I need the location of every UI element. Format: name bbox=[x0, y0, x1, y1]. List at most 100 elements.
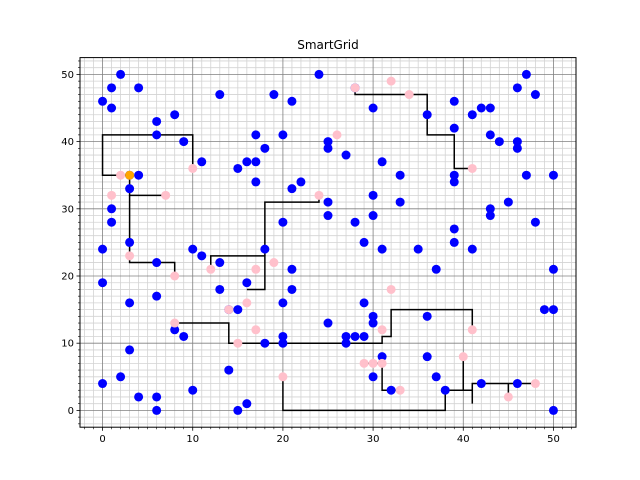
house-point bbox=[341, 331, 351, 341]
house-point bbox=[98, 96, 108, 106]
house-point bbox=[116, 69, 126, 79]
battery-point bbox=[467, 163, 477, 173]
house-point bbox=[125, 345, 135, 355]
battery-layer bbox=[107, 76, 540, 402]
x-tick-label: 10 bbox=[186, 434, 199, 445]
house-point bbox=[512, 143, 522, 153]
house-layer bbox=[98, 69, 558, 415]
x-tick-label: 40 bbox=[457, 434, 470, 445]
house-point bbox=[197, 157, 207, 167]
house-point bbox=[197, 251, 207, 261]
house-point bbox=[242, 399, 252, 409]
house-point bbox=[323, 197, 333, 207]
house-point bbox=[386, 385, 396, 395]
house-point bbox=[287, 96, 297, 106]
house-point bbox=[359, 237, 369, 247]
battery-point bbox=[125, 251, 135, 261]
battery-point bbox=[377, 358, 387, 368]
house-point bbox=[98, 278, 108, 288]
house-point bbox=[242, 278, 252, 288]
house-point bbox=[224, 365, 234, 375]
house-point bbox=[323, 211, 333, 221]
house-point bbox=[152, 291, 162, 301]
house-point bbox=[215, 258, 225, 268]
house-point bbox=[260, 338, 270, 348]
y-tick-label: 10 bbox=[61, 339, 74, 350]
house-point bbox=[170, 110, 180, 120]
y-tick-label: 0 bbox=[68, 406, 74, 417]
house-point bbox=[152, 116, 162, 126]
house-point bbox=[449, 177, 459, 187]
house-point bbox=[350, 217, 360, 227]
house-point bbox=[134, 392, 144, 402]
house-point bbox=[548, 170, 558, 180]
house-point bbox=[233, 405, 243, 415]
house-point bbox=[152, 258, 162, 268]
cable-line bbox=[354, 87, 473, 170]
house-point bbox=[215, 284, 225, 294]
house-point bbox=[377, 244, 387, 254]
house-point bbox=[188, 244, 198, 254]
battery-point bbox=[161, 190, 171, 200]
house-point bbox=[287, 264, 297, 274]
house-point bbox=[377, 157, 387, 167]
battery-point bbox=[242, 298, 252, 308]
axis-ticks: 0 10 20 30 40 50 0 10 20 30 40 50 bbox=[61, 60, 572, 445]
house-point bbox=[170, 325, 180, 335]
battery-point bbox=[170, 271, 180, 281]
x-tick-label: 30 bbox=[367, 434, 380, 445]
house-point bbox=[341, 338, 351, 348]
battery-point bbox=[458, 352, 468, 362]
house-point bbox=[485, 204, 495, 214]
battery-point bbox=[251, 325, 261, 335]
battery-point bbox=[188, 163, 198, 173]
house-point bbox=[152, 130, 162, 140]
house-point bbox=[485, 211, 495, 221]
battery-point bbox=[206, 264, 216, 274]
battery-point bbox=[503, 392, 513, 402]
house-point bbox=[395, 170, 405, 180]
house-point bbox=[233, 163, 243, 173]
house-point bbox=[260, 143, 270, 153]
house-point bbox=[476, 379, 486, 389]
house-point bbox=[278, 298, 288, 308]
battery-point bbox=[368, 358, 378, 368]
house-point bbox=[512, 83, 522, 93]
house-point bbox=[98, 379, 108, 389]
battery-point bbox=[170, 318, 180, 328]
house-point bbox=[341, 150, 351, 160]
house-point bbox=[422, 311, 432, 321]
house-point bbox=[116, 372, 126, 382]
house-point bbox=[260, 244, 270, 254]
battery-point bbox=[278, 372, 288, 382]
house-point bbox=[485, 103, 495, 113]
house-point bbox=[485, 130, 495, 140]
house-point bbox=[431, 372, 441, 382]
house-point bbox=[233, 305, 243, 315]
cable-line bbox=[282, 356, 465, 412]
house-point bbox=[251, 130, 261, 140]
y-tick-label: 20 bbox=[61, 272, 74, 283]
house-point bbox=[431, 264, 441, 274]
battery-point bbox=[467, 325, 477, 335]
battery-point bbox=[530, 379, 540, 389]
house-point bbox=[530, 90, 540, 100]
house-point bbox=[125, 298, 135, 308]
house-point bbox=[323, 143, 333, 153]
house-point bbox=[368, 372, 378, 382]
y-tick-label: 50 bbox=[61, 70, 74, 81]
cable-line bbox=[463, 382, 536, 404]
battery-point bbox=[224, 305, 234, 315]
house-point bbox=[548, 305, 558, 315]
house-point bbox=[368, 211, 378, 221]
battery-point bbox=[404, 90, 414, 100]
battery-point bbox=[116, 170, 126, 180]
house-point bbox=[368, 318, 378, 328]
house-point bbox=[152, 405, 162, 415]
battery-point bbox=[359, 358, 369, 368]
cable-line bbox=[174, 308, 474, 344]
battery-point bbox=[386, 284, 396, 294]
house-point bbox=[548, 405, 558, 415]
house-point bbox=[494, 137, 504, 147]
house-point bbox=[134, 83, 144, 93]
